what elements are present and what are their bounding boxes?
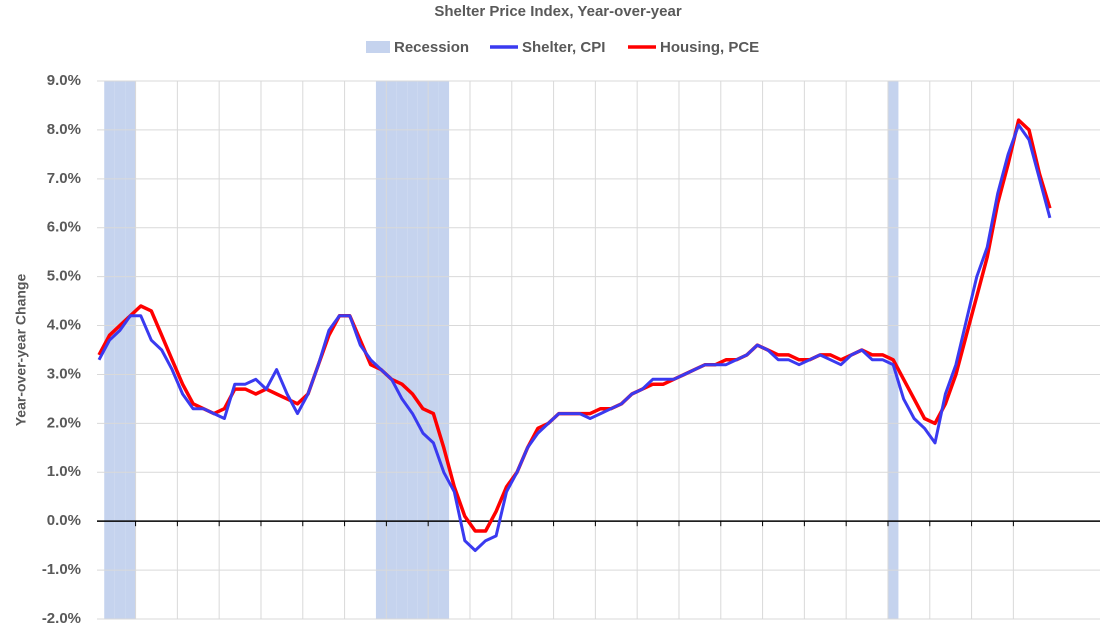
recession-band <box>125 81 136 619</box>
y-tick-label: 3.0% <box>47 365 81 382</box>
y-tick-label: 6.0% <box>47 219 81 236</box>
recession-band <box>396 81 408 619</box>
recession-band <box>887 81 899 619</box>
y-axis-label: Year-over-year Change <box>13 274 29 427</box>
series-line <box>97 123 1052 552</box>
y-tick-label: 9.0% <box>47 72 81 89</box>
y-tick-label: 7.0% <box>47 170 81 187</box>
y-tick-label: 8.0% <box>47 121 81 138</box>
y-tick-label: 2.0% <box>47 414 81 431</box>
recession-band <box>407 81 418 619</box>
recession-band <box>104 81 115 619</box>
recession-band <box>417 81 429 619</box>
y-tick-label: 0.0% <box>47 512 81 529</box>
y-tick-label: 5.0% <box>47 268 81 285</box>
recession-band <box>114 81 126 619</box>
y-tick-label: 4.0% <box>47 317 81 334</box>
recession-band <box>428 81 439 619</box>
recession-band <box>438 81 450 619</box>
y-tick-label: 1.0% <box>47 463 81 480</box>
y-tick-label: -2.0% <box>42 610 81 627</box>
recession-band <box>375 81 387 619</box>
recession-band <box>386 81 397 619</box>
legend-label: Recession <box>394 39 469 56</box>
legend-swatch <box>366 41 390 53</box>
chart-title: Shelter Price Index, Year-over-year <box>434 3 682 20</box>
y-tick-label: -1.0% <box>42 561 81 578</box>
legend-label: Shelter, CPI <box>522 39 605 56</box>
legend-label: Housing, PCE <box>660 39 759 56</box>
